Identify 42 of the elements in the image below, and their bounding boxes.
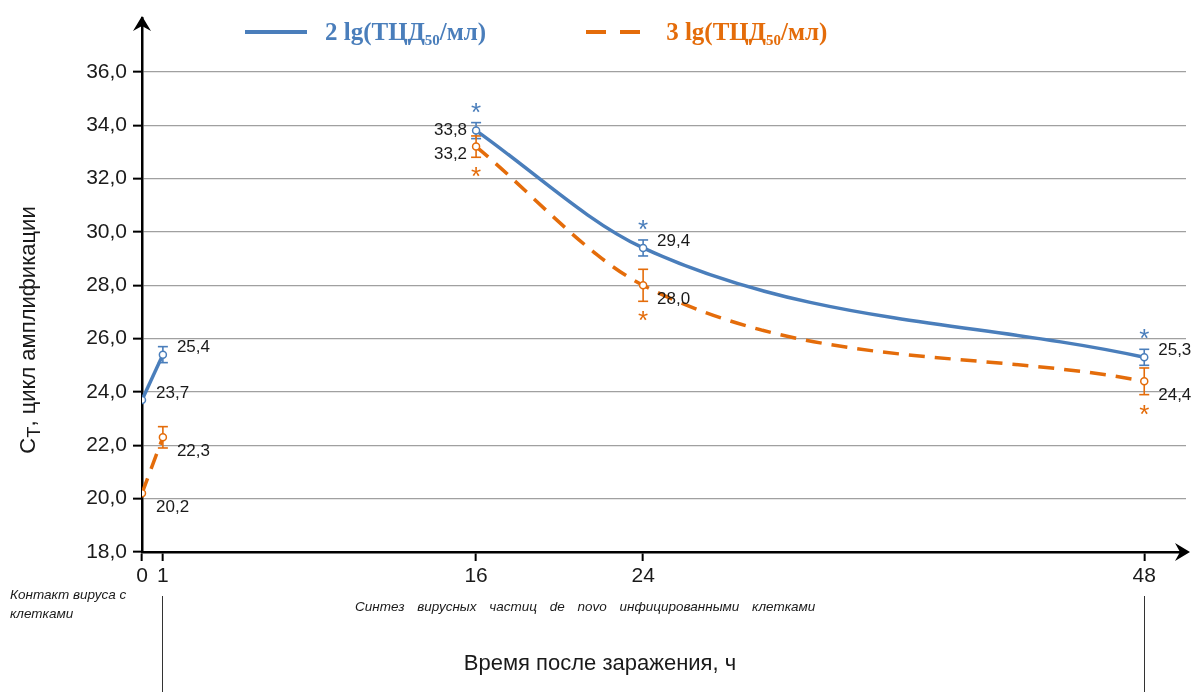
annotation: * [1139,323,1150,354]
y-tick-label: 22,0 [86,432,127,456]
annotation: * [638,305,649,336]
point [471,126,481,135]
text: Синтез вирусных частиц de novo инфицированными клетками [355,598,816,616]
data-label: 25,4 [176,337,210,357]
point [1139,353,1149,362]
text: Контакт вируса с клетками [10,586,128,623]
data-label: 24,4 [1158,385,1192,404]
y-tick-label: 32,0 [86,165,127,189]
point [471,142,481,151]
data-label: 20,2 [156,497,190,517]
point [638,281,648,290]
x-axis-title: Время после заражения, ч [463,650,737,676]
y-tick-label: 28,0 [86,272,127,296]
x-tick-label: 16 [464,563,488,587]
data-label: 23,7 [156,382,190,402]
y-tick-label: 26,0 [86,325,127,349]
legend-label: 3 lg(ТЦД₅₀/мл) [666,18,828,46]
legend-label: 2 lg(ТЦД₅₀/мл) [325,18,487,46]
y-tick-label: 18,0 [86,538,127,562]
annotation: * [638,214,649,245]
y-tick-label: 34,0 [86,112,127,136]
y-tick-label: 24,0 [86,378,127,402]
data-label: 28,0 [657,288,691,308]
y-tick-label: 20,0 [86,485,127,509]
x-tick-label: 48 [1132,563,1156,587]
annotation: * [471,161,482,192]
x-tick-label: 24 [631,563,656,587]
data-label: 29,4 [657,230,691,250]
data-label: 33,2 [433,144,468,164]
x-tick-label: 1 [157,563,169,587]
point [638,243,648,253]
data-label: 25,3 [1158,340,1192,359]
annotation: * [1139,398,1150,429]
x-tick-label: 0 [136,563,148,587]
y-tick-label: 36,0 [86,58,127,82]
data-label: 22,3 [176,441,210,461]
point [1139,377,1149,386]
y-tick-label: 30,0 [86,218,127,242]
annotation: * [471,96,482,127]
data-label: 33,8 [433,120,468,140]
